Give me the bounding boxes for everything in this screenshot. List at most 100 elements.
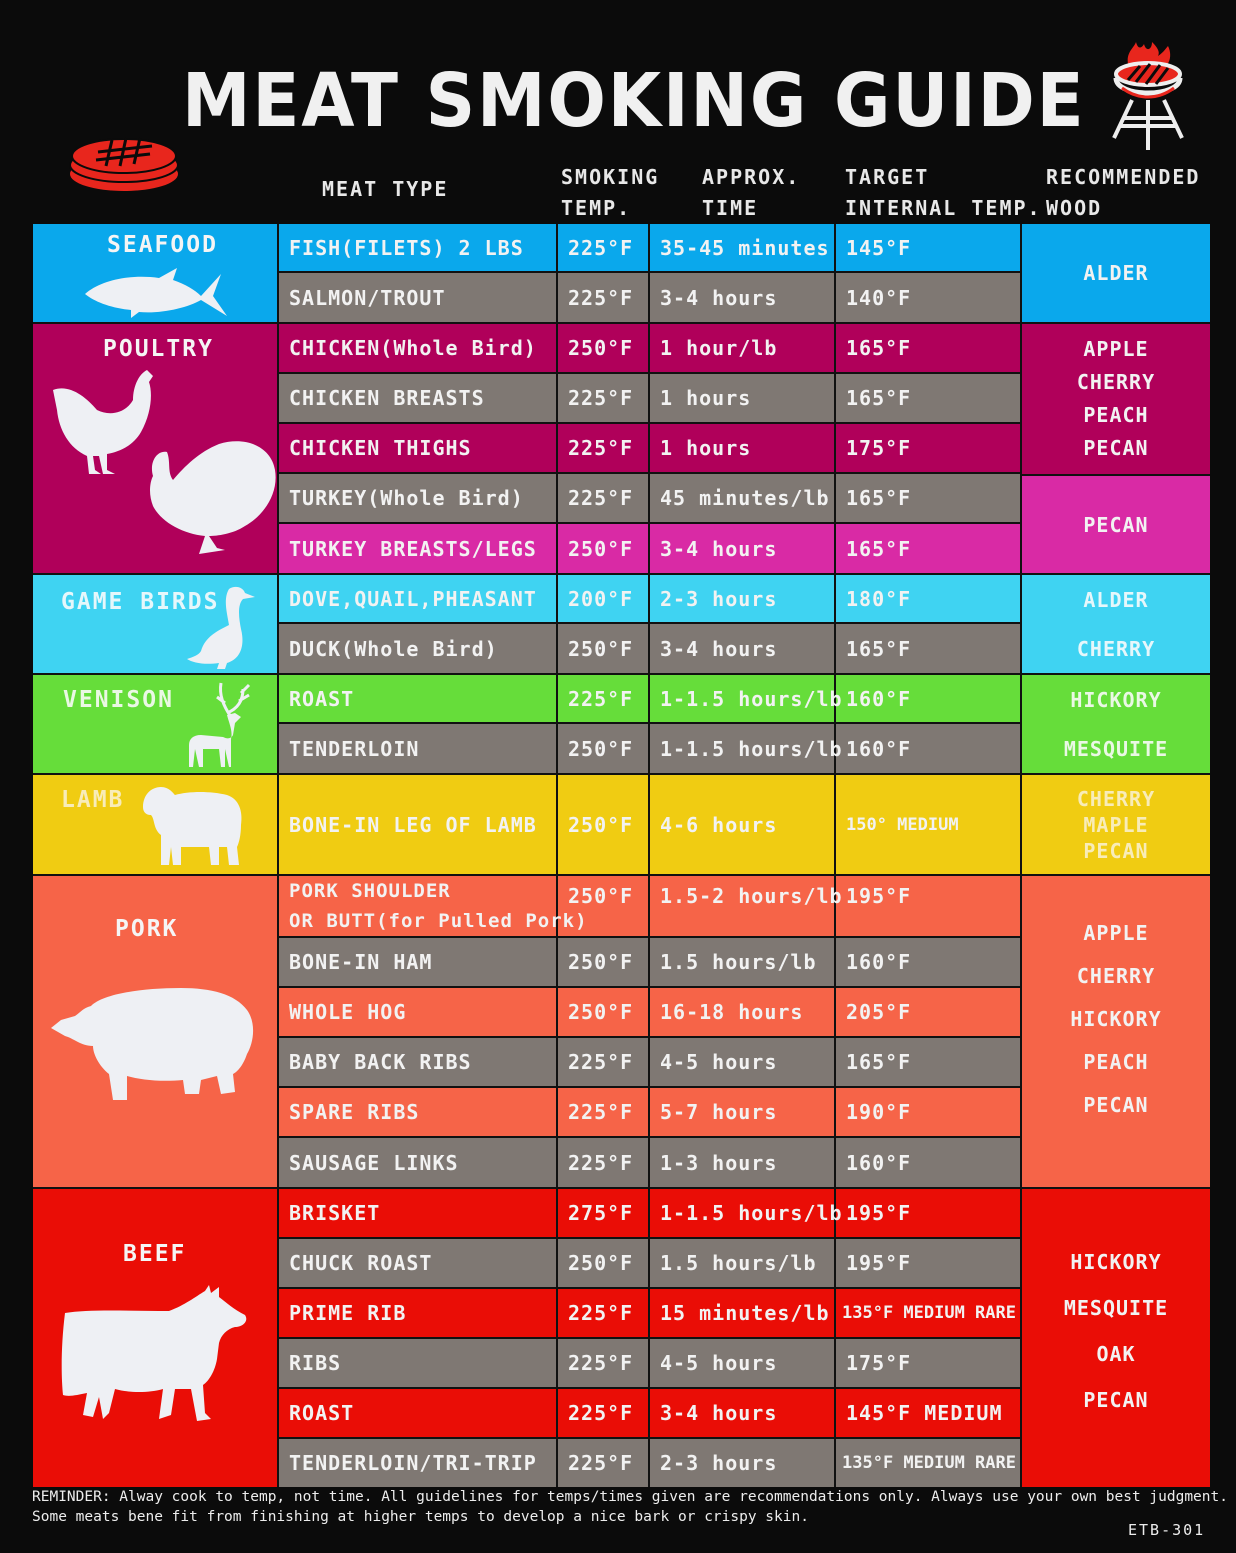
table-row: CHUCK ROAST 250°F 1.5 hours/lb 195°F bbox=[279, 1239, 1022, 1289]
wood-item: APPLE bbox=[1083, 337, 1149, 361]
target-temp-cell: 165°F bbox=[836, 324, 1022, 372]
table-row: CHICKEN BREASTS 225°F 1 hours 165°F bbox=[279, 374, 1022, 424]
smoking-guide-table: SEAFOOD FISH(FILETS) 2 LBS 225°F 35-45 m… bbox=[33, 224, 1210, 1487]
group-lamb: LAMB BONE-IN LEG OF LAMB 250°F 4-6 hours… bbox=[33, 775, 1210, 876]
smoking-temp-cell: 250°F bbox=[558, 624, 650, 673]
wood-cell: APPLE CHERRY HICKORY PEACH PECAN bbox=[1022, 876, 1210, 1187]
approx-time-cell: 1 hour/lb bbox=[650, 324, 836, 372]
meat-type-cell: BRISKET bbox=[279, 1189, 558, 1237]
smoking-temp-cell: 225°F bbox=[558, 1439, 650, 1487]
approx-time-cell: 4-6 hours bbox=[650, 775, 836, 874]
meat-type-cell: TENDERLOIN/TRI-TRIP bbox=[279, 1439, 558, 1487]
category-game-birds: GAME BIRDS bbox=[33, 575, 279, 673]
meat-type-cell: ROAST bbox=[279, 1389, 558, 1437]
wood-cell: CHERRY MAPLE PECAN bbox=[1022, 775, 1210, 874]
meat-type-cell: PRIME RIB bbox=[279, 1289, 558, 1337]
smoking-temp-cell: 250°F bbox=[558, 324, 650, 372]
table-row: DOVE,QUAIL,PHEASANT 200°F 2-3 hours 180°… bbox=[279, 575, 1022, 624]
header-smoking-temp: SMOKING TEMP. bbox=[561, 165, 660, 220]
wood-item: PECAN bbox=[1083, 1093, 1149, 1117]
approx-time-cell: 1-1.5 hours/lb bbox=[650, 724, 842, 773]
table-row: PRIME RIB 225°F 15 minutes/lb 135°F MEDI… bbox=[279, 1289, 1022, 1339]
meat-type-cell: SALMON/TROUT bbox=[279, 273, 558, 322]
table-row: FISH(FILETS) 2 LBS 225°F 35-45 minutes 1… bbox=[279, 224, 1022, 273]
approx-time-cell: 1-1.5 hours/lb bbox=[650, 675, 842, 722]
table-row: SPARE RIBS 225°F 5-7 hours 190°F bbox=[279, 1088, 1022, 1138]
wood-cell: ALDER bbox=[1022, 224, 1210, 322]
target-temp-cell: 190°F bbox=[836, 1088, 1022, 1136]
table-row: CHICKEN(Whole Bird) 250°F 1 hour/lb 165°… bbox=[279, 324, 1022, 374]
category-label: VENISON bbox=[63, 687, 174, 713]
smoking-temp-cell: 225°F bbox=[558, 224, 650, 271]
group-pork: PORK PORK SHOULDER OR BUTT(for Pulled Po… bbox=[33, 876, 1210, 1189]
meat-type-cell: BONE-IN HAM bbox=[279, 938, 558, 986]
approx-time-cell: 1.5 hours/lb bbox=[650, 1239, 836, 1287]
wood-cell: HICKORY MESQUITE bbox=[1022, 675, 1210, 773]
target-temp-cell: 165°F bbox=[836, 474, 1022, 522]
meat-type-cell: DUCK(Whole Bird) bbox=[279, 624, 558, 673]
group-seafood: SEAFOOD FISH(FILETS) 2 LBS 225°F 35-45 m… bbox=[33, 224, 1210, 324]
wood-item: CHERRY bbox=[1076, 964, 1156, 988]
meat-type-cell: PORK SHOULDER OR BUTT(for Pulled Pork) bbox=[279, 876, 587, 936]
smoking-temp-cell: 250°F bbox=[558, 775, 650, 874]
group-poultry: POULTRY CHICKEN(Whole Bird) 250°F 1 hour… bbox=[33, 324, 1210, 575]
category-venison: VENISON bbox=[33, 675, 279, 773]
wood-item: CHERRY bbox=[1076, 636, 1156, 661]
approx-time-cell: 4-5 hours bbox=[650, 1038, 836, 1086]
header-target-temp: TARGET INTERNAL TEMP. bbox=[845, 165, 1042, 220]
goose-icon bbox=[187, 586, 255, 669]
category-label: PORK bbox=[115, 916, 179, 942]
approx-time-cell: 3-4 hours bbox=[650, 524, 836, 573]
smoking-temp-cell: 250°F bbox=[558, 876, 650, 936]
table-row: BABY BACK RIBS 225°F 4-5 hours 165°F bbox=[279, 1038, 1022, 1088]
wood-item: PECAN bbox=[1083, 838, 1149, 863]
approx-time-cell: 1-3 hours bbox=[650, 1138, 836, 1187]
table-row: WHOLE HOG 250°F 16-18 hours 205°F bbox=[279, 988, 1022, 1038]
meat-type-cell: SPARE RIBS bbox=[279, 1088, 558, 1136]
wood-item: CHERRY bbox=[1076, 370, 1156, 394]
wood-item: CHERRY bbox=[1076, 786, 1156, 811]
wood-item: APPLE bbox=[1083, 921, 1149, 945]
wood-block: APPLE CHERRY PEACH PECAN bbox=[1022, 324, 1210, 476]
approx-time-cell: 2-3 hours bbox=[650, 1439, 836, 1487]
target-temp-cell: 160°F bbox=[836, 1138, 1022, 1187]
smoking-temp-cell: 225°F bbox=[558, 1289, 650, 1337]
wood-item: OAK bbox=[1096, 1342, 1136, 1366]
meat-type-cell: FISH(FILETS) 2 LBS bbox=[279, 224, 558, 271]
smoking-temp-cell: 225°F bbox=[558, 474, 650, 522]
table-row: SAUSAGE LINKS 225°F 1-3 hours 160°F bbox=[279, 1138, 1022, 1187]
meat-type-cell: CHICKEN THIGHS bbox=[279, 424, 558, 472]
smoking-temp-cell: 225°F bbox=[558, 1389, 650, 1437]
target-temp-cell: 205°F bbox=[836, 988, 1022, 1036]
smoking-temp-cell: 200°F bbox=[558, 575, 650, 622]
meat-type-cell: RIBS bbox=[279, 1339, 558, 1387]
category-label: SEAFOOD bbox=[107, 232, 218, 258]
smoking-temp-cell: 225°F bbox=[558, 1138, 650, 1187]
category-label: LAMB bbox=[61, 787, 125, 813]
table-row: PORK SHOULDER OR BUTT(for Pulled Pork) 2… bbox=[279, 876, 1022, 938]
wood-item: PECAN bbox=[1083, 436, 1149, 460]
approx-time-cell: 1-1.5 hours/lb bbox=[650, 1189, 842, 1237]
wood-item: HICKORY bbox=[1070, 1250, 1162, 1274]
deer-icon bbox=[189, 682, 251, 767]
meat-type-cell: WHOLE HOG bbox=[279, 988, 558, 1036]
table-row: TENDERLOIN/TRI-TRIP 225°F 2-3 hours 135°… bbox=[279, 1439, 1022, 1487]
smoking-temp-cell: 250°F bbox=[558, 1239, 650, 1287]
target-temp-cell: 150° MEDIUM bbox=[836, 775, 1022, 874]
target-temp-cell: 195°F bbox=[836, 1239, 1022, 1287]
target-temp-cell: 160°F bbox=[836, 724, 1022, 773]
target-temp-cell: 135°F MEDIUM RARE bbox=[836, 1289, 1022, 1337]
group-beef: BEEF BRISKET 275°F 1-1.5 hours/lb 195°F … bbox=[33, 1189, 1210, 1487]
meat-type-cell: SAUSAGE LINKS bbox=[279, 1138, 558, 1187]
smoking-temp-cell: 225°F bbox=[558, 424, 650, 472]
smoking-temp-cell: 250°F bbox=[558, 988, 650, 1036]
fish-icon bbox=[85, 268, 227, 318]
target-temp-cell: 175°F bbox=[836, 1339, 1022, 1387]
product-code: ETB-301 bbox=[1128, 1521, 1206, 1539]
target-temp-cell: 165°F bbox=[836, 374, 1022, 422]
approx-time-cell: 1.5 hours/lb bbox=[650, 938, 836, 986]
wood-cell: APPLE CHERRY PEACH PECAN PECAN bbox=[1022, 324, 1210, 573]
category-lamb: LAMB bbox=[33, 775, 279, 874]
category-label: GAME BIRDS bbox=[61, 589, 220, 615]
table-row: BONE-IN LEG OF LAMB 250°F 4-6 hours 150°… bbox=[279, 775, 1022, 874]
